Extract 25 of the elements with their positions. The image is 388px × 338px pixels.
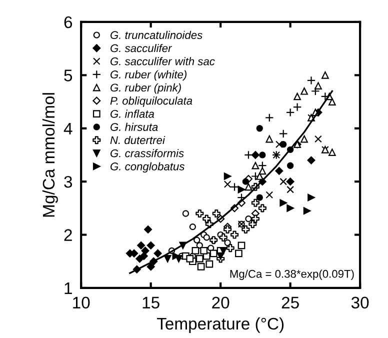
- y-tick-label: 4: [64, 122, 72, 134]
- y-tick-label: 1: [64, 282, 72, 294]
- x-tick-label: 20: [212, 296, 230, 309]
- x-tick-label: 10: [73, 296, 90, 309]
- x-axis-title: Temperature (°C): [156, 317, 284, 333]
- legend-label: G. sacculifer: [110, 44, 172, 52]
- y-tick-label: 3: [64, 176, 72, 188]
- x-tick-label: 30: [351, 296, 369, 309]
- x-tick-label: 25: [282, 296, 299, 309]
- legend-label: G. crassiformis: [110, 149, 184, 158]
- legend-label: G. ruber (pink): [110, 83, 181, 94]
- legend-label: G. inflata: [110, 110, 154, 118]
- legend-label: N. dutertrei: [110, 136, 166, 144]
- legend-label: G. truncatulinoides: [110, 30, 202, 40]
- annotation: Mg/Ca = 0.38*exp(0.09T): [230, 270, 354, 280]
- y-tick-label: 6: [64, 16, 72, 28]
- y-tick-label: 5: [64, 70, 72, 82]
- y-axis-title: Mg/Ca mmol/mol: [42, 93, 58, 217]
- legend-label: P. obliquiloculata: [110, 96, 192, 107]
- legend-label: G. ruber (white): [110, 70, 186, 81]
- legend-label: G. hirsuta: [110, 122, 158, 131]
- y-tick-label: 2: [64, 229, 72, 241]
- legend-label: G. conglobatus: [110, 162, 184, 173]
- legend-label: G. sacculifer with sac: [110, 57, 215, 66]
- x-tick-label: 15: [142, 296, 160, 309]
